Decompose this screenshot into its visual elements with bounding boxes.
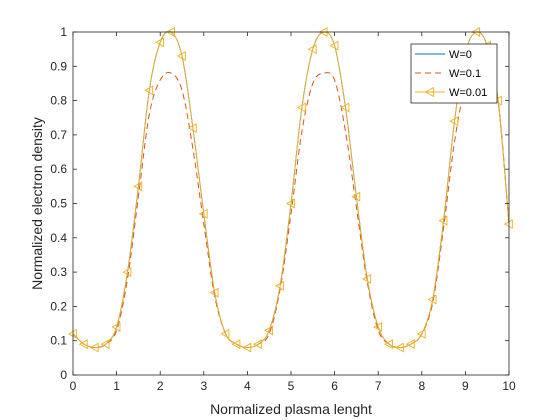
data-point-marker — [285, 198, 295, 209]
y-axis: 0 0.1 0.2 0.3 0.4 0.5 0.6 0.7 0.8 0.9 1 — [50, 25, 509, 382]
data-point-marker — [176, 51, 186, 61]
data-point-marker — [296, 102, 306, 113]
data-point-marker — [351, 191, 361, 202]
x-tick-label: 8 — [418, 379, 425, 393]
x-tick-label: 3 — [200, 379, 207, 393]
data-point-marker — [427, 294, 437, 305]
y-tick-label: 0.8 — [50, 94, 67, 108]
data-point-marker — [111, 322, 121, 332]
x-axis-title: Normalized plasma lenght — [210, 401, 372, 417]
data-point-marker — [133, 181, 143, 192]
data-point-marker — [144, 85, 154, 96]
y-tick-label: 0.2 — [50, 299, 67, 313]
y-tick-label: 0.7 — [50, 128, 67, 142]
data-point-marker — [67, 328, 77, 339]
data-point-marker — [373, 322, 383, 332]
data-point-marker — [78, 339, 88, 350]
data-point-marker — [383, 339, 393, 350]
data-point-marker — [209, 287, 219, 298]
data-point-marker — [307, 44, 317, 55]
data-point-marker — [438, 215, 448, 226]
y-tick-label: 0.6 — [50, 162, 67, 176]
y-tick-label: 0.1 — [50, 334, 67, 348]
x-tick-label: 5 — [288, 379, 295, 393]
y-tick-label: 0 — [60, 368, 67, 382]
y-tick-label: 0.3 — [50, 265, 67, 279]
x-tick-label: 7 — [375, 379, 382, 393]
x-tick-label: 1 — [113, 379, 120, 393]
legend-label-0: W=0 — [449, 49, 472, 61]
data-point-marker — [100, 339, 110, 350]
y-tick-label: 1 — [60, 25, 67, 39]
data-point-marker — [492, 95, 502, 106]
x-tick-label: 0 — [70, 379, 77, 393]
x-tick-label: 10 — [502, 379, 516, 393]
data-point-marker — [394, 342, 404, 353]
y-tick-label: 0.9 — [50, 59, 67, 73]
data-point-marker — [503, 219, 513, 230]
data-point-marker — [198, 208, 208, 219]
data-point-marker — [89, 342, 99, 353]
data-point-marker — [340, 102, 350, 113]
data-point-marker — [264, 325, 274, 336]
data-point-marker — [122, 267, 132, 278]
x-tick-label: 6 — [331, 379, 338, 393]
data-point-marker — [449, 116, 459, 127]
legend-marker — [424, 86, 435, 98]
y-tick-label: 0.4 — [50, 231, 67, 245]
data-point-marker — [362, 273, 372, 284]
legend-label-2: W=0.01 — [449, 87, 487, 99]
data-point-marker — [187, 123, 197, 134]
data-point-marker — [405, 339, 415, 350]
data-point-marker — [220, 328, 230, 339]
series-line-2 — [72, 30, 510, 349]
x-axis: 0 1 2 3 4 5 6 7 8 9 10 — [70, 32, 516, 393]
data-point-marker — [253, 339, 263, 350]
legend-label-1: W=0.1 — [449, 68, 481, 80]
x-tick-label: 9 — [462, 379, 469, 393]
x-tick-label: 4 — [244, 379, 251, 393]
data-point-marker — [274, 280, 284, 291]
series-line-1 — [72, 64, 510, 349]
data-point-marker — [416, 328, 426, 339]
y-tick-label: 0.5 — [50, 197, 67, 211]
x-tick-label: 2 — [157, 379, 164, 393]
data-point-marker — [242, 342, 252, 353]
legend: W=0 W=0.1 W=0.01 — [410, 43, 498, 104]
y-axis-title: Normalized electron density — [29, 117, 45, 290]
data-point-marker — [329, 40, 339, 51]
data-point-marker — [155, 37, 165, 48]
data-point-marker — [231, 339, 241, 350]
series-layer — [67, 27, 513, 353]
